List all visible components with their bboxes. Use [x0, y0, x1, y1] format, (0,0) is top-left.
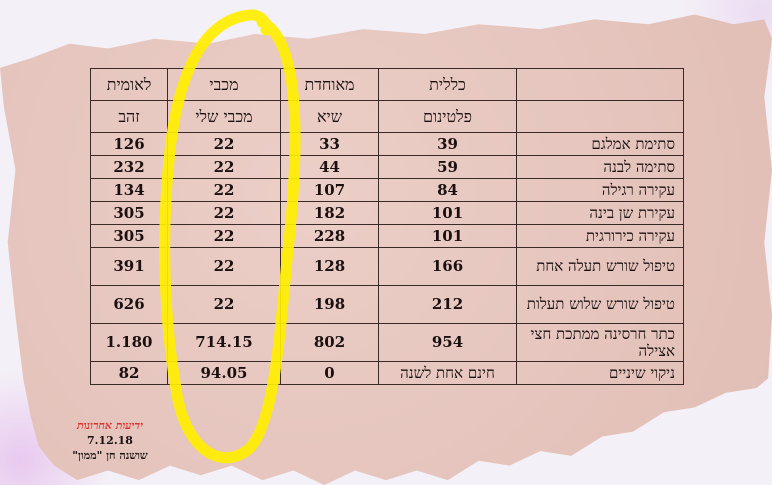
- price-cell: 107: [280, 178, 379, 202]
- price-cell: 22: [167, 155, 281, 179]
- price-cell: 126: [90, 132, 168, 156]
- treatment-label: סתימה לבנה: [516, 155, 684, 179]
- price-cell: 59: [378, 155, 517, 179]
- treatment-label: עקירה רגילה: [516, 178, 684, 202]
- treatment-label: עקירה כירורגית: [516, 224, 684, 248]
- header-plan: שיא: [280, 100, 379, 133]
- newspaper-name: ידיעות אחרונות: [77, 419, 143, 432]
- table-row: עקירה כירורגית 101 228 22 305: [90, 224, 684, 248]
- table-row: עקירה רגילה 84 107 22 134: [90, 178, 684, 202]
- price-cell: 44: [280, 155, 379, 179]
- price-cell: 101: [378, 224, 517, 248]
- source-line: ידיעות אחרונות 7.12.18: [55, 418, 165, 448]
- price-cell: 198: [280, 285, 379, 324]
- price-cell: 33: [280, 132, 379, 156]
- price-cell: 166: [378, 247, 517, 286]
- price-cell: 94.05: [167, 361, 281, 385]
- author: שושנה חן "ממון": [72, 449, 148, 462]
- table-row: סתימת אמלגם 39 33 22 126: [90, 132, 684, 156]
- header-meuhedet: מאוחדת: [280, 68, 379, 101]
- treatment-label: ניקוי שיניים: [516, 361, 684, 385]
- price-cell: 39: [378, 132, 517, 156]
- table-row: טיפול שורש שלוש תעלות 212 198 22 626: [90, 285, 684, 324]
- price-cell: 22: [167, 132, 281, 156]
- price-cell: 182: [280, 201, 379, 225]
- treatment-label: טיפול שורש שלוש תעלות: [516, 285, 684, 324]
- price-cell: 232: [90, 155, 168, 179]
- price-cell: 22: [167, 285, 281, 324]
- price-cell: 212: [378, 285, 517, 324]
- table-row: עקירת שן בינה 101 182 22 305: [90, 201, 684, 225]
- price-cell: 0: [280, 361, 379, 385]
- price-cell: 305: [90, 201, 168, 225]
- header-cell: [516, 68, 684, 101]
- table-row: ניקוי שיניים חינם אחת לשנה 0 94.05 82: [90, 361, 684, 385]
- price-cell: 391: [90, 247, 168, 286]
- source-credit: ידיעות אחרונות 7.12.18 שושנה חן "ממון": [55, 418, 165, 463]
- price-cell: 22: [167, 247, 281, 286]
- header-plan: פלטינום: [378, 100, 517, 133]
- table-row: כתר חרסינה ממתכת חצי אצילה 954 802 714.15 1.…: [90, 323, 684, 362]
- price-cell: 954: [378, 323, 517, 362]
- table-row: סתימה לבנה 59 44 22 232: [90, 155, 684, 179]
- price-cell: 22: [167, 178, 281, 202]
- treatment-label: טיפול שורש תעלה אחת: [516, 247, 684, 286]
- publication-date: 7.12.18: [87, 434, 133, 447]
- price-cell: 22: [167, 224, 281, 248]
- treatment-label: כתר חרסינה ממתכת חצי אצילה: [516, 323, 684, 362]
- header-leumit: לאומית: [90, 68, 168, 101]
- price-cell: 134: [90, 178, 168, 202]
- header-plan: מכבי שלי: [167, 100, 281, 133]
- dental-prices-table: כללית מאוחדת מכבי לאומית פלטינום שיא מכב…: [90, 68, 684, 385]
- treatment-label: סתימת אמלגם: [516, 132, 684, 156]
- price-cell: חינם אחת לשנה: [378, 361, 517, 385]
- price-cell: 802: [280, 323, 379, 362]
- price-cell: 1.180: [90, 323, 168, 362]
- price-cell: 228: [280, 224, 379, 248]
- header-clalit: כללית: [378, 68, 517, 101]
- treatment-label: עקירת שן בינה: [516, 201, 684, 225]
- price-cell: 101: [378, 201, 517, 225]
- table-row: טיפול שורש תעלה אחת 166 128 22 391: [90, 247, 684, 286]
- price-cell: 305: [90, 224, 168, 248]
- header-plan: זהב: [90, 100, 168, 133]
- price-cell: 626: [90, 285, 168, 324]
- header-maccabi: מכבי: [167, 68, 281, 101]
- header-row: כללית מאוחדת מכבי לאומית: [90, 68, 684, 101]
- header-cell: [516, 100, 684, 133]
- price-cell: 22: [167, 201, 281, 225]
- price-cell: 714.15: [167, 323, 281, 362]
- price-cell: 128: [280, 247, 379, 286]
- header-row: פלטינום שיא מכבי שלי זהב: [90, 100, 684, 133]
- price-cell: 84: [378, 178, 517, 202]
- price-cell: 82: [90, 361, 168, 385]
